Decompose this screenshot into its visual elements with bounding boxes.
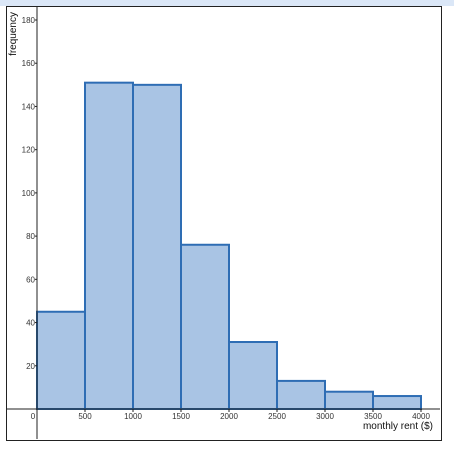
histogram-bar [324, 390, 374, 411]
x-tick-label: 3500 [364, 412, 382, 421]
x-tick-label: 0 [31, 412, 36, 421]
histogram-bar [276, 379, 326, 410]
y-tick-label: 100 [22, 189, 36, 198]
top-accent-bar [0, 0, 454, 6]
y-tick-label: 80 [26, 232, 35, 241]
y-tick-label: 180 [22, 16, 36, 25]
y-tick-label: 60 [26, 275, 35, 284]
histogram-bar [132, 83, 182, 410]
y-tick-label: 40 [26, 319, 35, 328]
histogram-bar [372, 395, 422, 410]
y-tick-label: 20 [26, 362, 35, 371]
histogram-bar [180, 243, 230, 410]
x-tick-label: 500 [78, 412, 92, 421]
x-tick-label: 4000 [412, 412, 430, 421]
x-tick-label: 3000 [316, 412, 334, 421]
x-ticks-group: 0 500 1000 1500 2000 2500 3000 3500 4000 [31, 409, 430, 421]
y-tick-label: 140 [22, 102, 36, 111]
histogram-bar [84, 81, 134, 411]
bars-group [36, 81, 422, 411]
x-tick-label: 2500 [268, 412, 286, 421]
y-tick-label: 120 [22, 146, 36, 155]
y-tick-label: 160 [22, 59, 36, 68]
x-tick-label: 1500 [172, 412, 190, 421]
histogram-bar [36, 310, 86, 410]
y-ticks-group: 20 40 60 80 100 120 140 160 180 [22, 16, 37, 371]
histogram-bar [228, 341, 278, 410]
x-tick-label: 2000 [220, 412, 238, 421]
x-axis-label: monthly rent ($) [363, 421, 433, 432]
y-axis-label: frequency [8, 12, 19, 56]
x-tick-label: 1000 [124, 412, 142, 421]
